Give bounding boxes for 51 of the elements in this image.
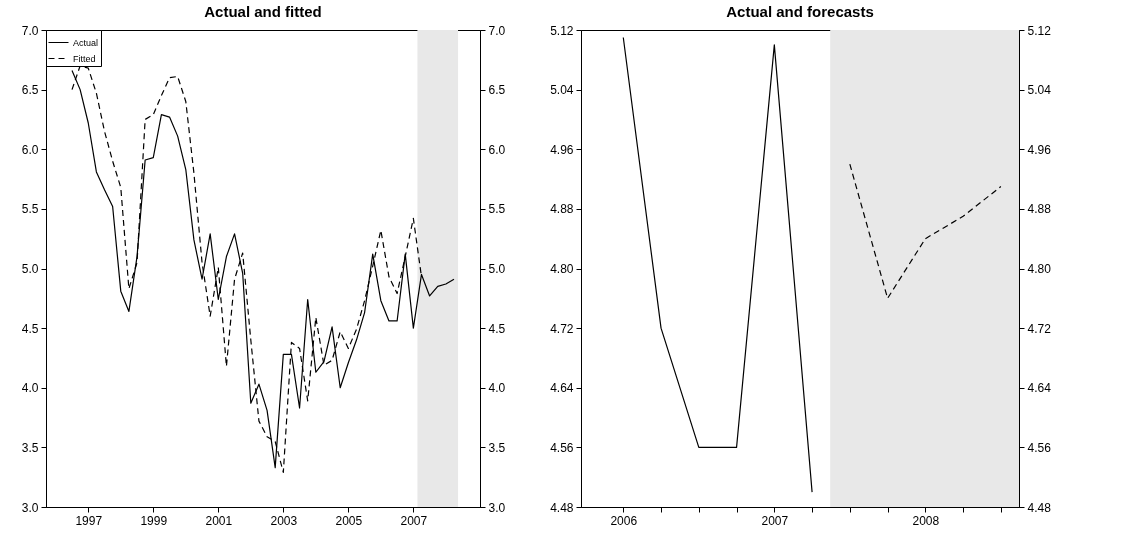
y2-tick-label: 4.96 — [1027, 142, 1052, 157]
y-tick-label: 4.5 — [21, 321, 39, 336]
y-tick-label: 5.5 — [21, 202, 39, 217]
y-tick-label: 7.0 — [21, 23, 39, 38]
x-tick-label: 1999 — [140, 513, 168, 528]
y2-tick-label: 4.72 — [1027, 321, 1052, 336]
legend-label: Actual — [73, 37, 99, 48]
y-tick-label: 4.88 — [550, 202, 574, 217]
y-tick-label: 6.0 — [21, 142, 39, 157]
chart-title: Actual and forecasts — [726, 3, 874, 20]
y2-tick-label: 4.0 — [488, 381, 506, 396]
y-tick-label: 4.56 — [550, 440, 574, 455]
y2-tick-label: 5.5 — [488, 202, 506, 217]
y-tick-label: 5.0 — [21, 262, 39, 276]
x-tick-label: 2005 — [335, 513, 363, 528]
y-tick-label: 4.0 — [21, 381, 39, 396]
y-tick-label: 3.0 — [21, 500, 39, 515]
y2-tick-label: 7.0 — [488, 23, 506, 38]
y2-tick-label: 6.0 — [488, 142, 506, 157]
y2-tick-label: 3.0 — [488, 500, 506, 515]
y2-tick-label: 3.5 — [488, 440, 506, 455]
x-tick-label: 2007 — [761, 513, 789, 528]
y2-tick-label: 4.88 — [1027, 202, 1052, 217]
y-tick-label: 4.80 — [550, 262, 574, 276]
x-tick-label: 2003 — [270, 513, 298, 528]
y-tick-label: 5.04 — [550, 83, 574, 98]
y2-tick-label: 6.5 — [488, 83, 506, 98]
y2-tick-label: 4.64 — [1027, 381, 1052, 396]
y2-tick-label: 4.56 — [1027, 440, 1052, 455]
line-series — [622, 36, 813, 493]
y2-tick-label: 4.80 — [1027, 262, 1052, 276]
y-tick-label: 4.72 — [550, 321, 574, 336]
y2-tick-label: 5.12 — [1027, 23, 1052, 38]
x-tick-label: 2001 — [205, 513, 233, 528]
y2-tick-label: 5.04 — [1027, 83, 1052, 98]
legend-label: Fitted — [73, 53, 96, 64]
y2-tick-label: 4.5 — [488, 321, 506, 336]
y2-tick-label: 4.48 — [1027, 500, 1052, 515]
x-tick-label: 2007 — [400, 513, 428, 528]
y-tick-label: 4.64 — [550, 381, 574, 396]
y2-tick-label: 5.0 — [488, 262, 506, 276]
y-tick-label: 4.96 — [550, 142, 574, 157]
y-tick-label: 3.5 — [21, 440, 39, 455]
line-series — [849, 163, 1002, 299]
y-tick-label: 6.5 — [21, 83, 39, 98]
x-tick-label: 1997 — [75, 513, 103, 528]
chart-title: Actual and fitted — [204, 3, 322, 20]
y-tick-label: 5.12 — [550, 23, 574, 38]
x-tick-label: 2008 — [912, 513, 940, 528]
y-tick-label: 4.48 — [550, 500, 574, 515]
x-tick-label: 2006 — [610, 513, 638, 528]
